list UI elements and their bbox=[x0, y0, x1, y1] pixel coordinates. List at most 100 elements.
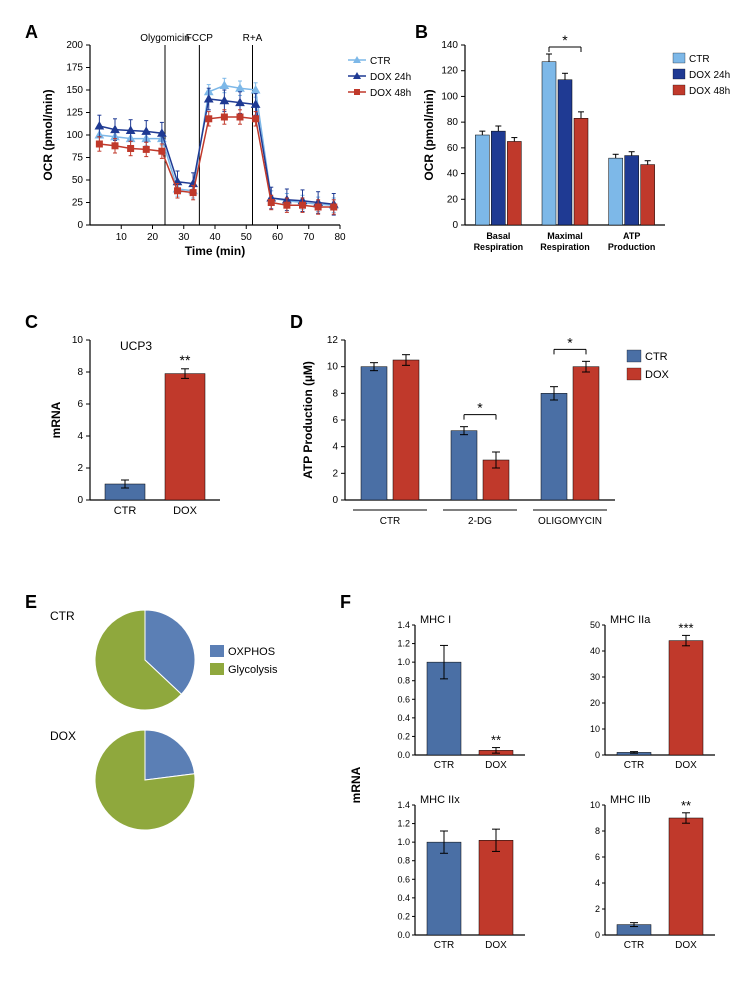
panel-f-chart-title: MHC I bbox=[420, 614, 451, 626]
svg-text:8: 8 bbox=[595, 826, 600, 836]
svg-text:10: 10 bbox=[590, 800, 600, 810]
svg-text:*: * bbox=[562, 32, 568, 48]
panel-f-label: F bbox=[340, 592, 351, 612]
svg-text:2: 2 bbox=[332, 468, 338, 479]
svg-text:2-DG: 2-DG bbox=[468, 516, 492, 527]
svg-text:CTR: CTR bbox=[114, 505, 137, 517]
svg-text:100: 100 bbox=[66, 130, 83, 141]
svg-text:25: 25 bbox=[72, 198, 84, 209]
svg-text:100: 100 bbox=[441, 91, 458, 102]
panel-e-label: E bbox=[25, 592, 37, 612]
svg-text:1.0: 1.0 bbox=[397, 837, 410, 847]
svg-text:CTR: CTR bbox=[50, 609, 75, 623]
svg-text:FCCP: FCCP bbox=[186, 33, 214, 44]
panel-a-xlabel: Time (min) bbox=[185, 244, 245, 258]
svg-text:CTR: CTR bbox=[689, 54, 710, 65]
svg-text:Respiration: Respiration bbox=[540, 242, 590, 252]
svg-text:Basal: Basal bbox=[486, 231, 510, 241]
svg-text:10: 10 bbox=[327, 362, 339, 373]
svg-text:CTR: CTR bbox=[624, 940, 645, 951]
panel-a-label: A bbox=[25, 22, 38, 42]
svg-text:6: 6 bbox=[595, 852, 600, 862]
panel-d-legend: CTR DOX bbox=[627, 350, 670, 381]
svg-text:0: 0 bbox=[595, 930, 600, 940]
svg-text:60: 60 bbox=[272, 232, 284, 243]
panel-a-ylabel: OCR (pmol/min) bbox=[41, 89, 55, 180]
panel-d-label: D bbox=[290, 312, 303, 332]
svg-text:10: 10 bbox=[590, 724, 600, 734]
panel-f-ylabel: mRNA bbox=[349, 766, 363, 803]
panel-a-legend: CTR DOX 24h DOX 48h bbox=[348, 56, 411, 99]
svg-text:40: 40 bbox=[590, 646, 600, 656]
svg-text:Olygomicin: Olygomicin bbox=[140, 33, 189, 44]
panel-e-legend: OXPHOSGlycolysis bbox=[210, 645, 278, 676]
svg-text:75: 75 bbox=[72, 153, 84, 164]
svg-text:DOX 24h: DOX 24h bbox=[689, 70, 730, 81]
panel-f-chart-title: MHC IIb bbox=[610, 794, 650, 806]
svg-text:20: 20 bbox=[147, 232, 159, 243]
svg-text:CTR: CTR bbox=[380, 516, 401, 527]
svg-text:6: 6 bbox=[332, 415, 338, 426]
figure: A02550751001251501752001020304050607080T… bbox=[10, 10, 740, 977]
svg-text:10: 10 bbox=[116, 232, 128, 243]
svg-text:2: 2 bbox=[595, 904, 600, 914]
svg-text:0: 0 bbox=[595, 750, 600, 760]
svg-text:DOX 48h: DOX 48h bbox=[370, 88, 411, 99]
svg-text:CTR: CTR bbox=[624, 760, 645, 771]
svg-text:40: 40 bbox=[209, 232, 221, 243]
svg-text:0.4: 0.4 bbox=[397, 893, 410, 903]
svg-text:DOX: DOX bbox=[173, 505, 198, 517]
svg-text:6: 6 bbox=[77, 399, 83, 410]
svg-text:DOX: DOX bbox=[645, 369, 670, 381]
svg-text:OXPHOS: OXPHOS bbox=[228, 646, 275, 658]
svg-text:CTR: CTR bbox=[434, 760, 455, 771]
svg-text:0: 0 bbox=[332, 495, 338, 506]
panel-c-label: C bbox=[25, 312, 38, 332]
svg-text:Respiration: Respiration bbox=[474, 242, 524, 252]
svg-text:50: 50 bbox=[590, 620, 600, 630]
svg-text:DOX: DOX bbox=[485, 940, 507, 951]
svg-text:20: 20 bbox=[447, 194, 459, 205]
svg-text:30: 30 bbox=[590, 672, 600, 682]
svg-text:0.6: 0.6 bbox=[397, 874, 410, 884]
svg-text:80: 80 bbox=[334, 232, 346, 243]
svg-text:125: 125 bbox=[66, 108, 83, 119]
panel-d-ylabel: ATP Production (µM) bbox=[301, 361, 315, 479]
svg-text:OLIGOMYCIN: OLIGOMYCIN bbox=[538, 516, 602, 527]
panel-b-label: B bbox=[415, 22, 428, 42]
svg-text:1.2: 1.2 bbox=[397, 639, 410, 649]
svg-text:CTR: CTR bbox=[370, 56, 391, 67]
svg-text:Maximal: Maximal bbox=[547, 231, 583, 241]
svg-text:**: ** bbox=[681, 798, 691, 813]
svg-text:4: 4 bbox=[77, 431, 83, 442]
svg-text:ATP: ATP bbox=[623, 231, 640, 241]
svg-text:0.2: 0.2 bbox=[397, 911, 410, 921]
svg-text:4: 4 bbox=[332, 442, 338, 453]
panel-b-legend: CTR DOX 24h DOX 48h bbox=[673, 53, 730, 97]
svg-text:DOX 24h: DOX 24h bbox=[370, 72, 411, 83]
svg-text:12: 12 bbox=[327, 335, 339, 346]
panel-f-chart-title: MHC IIa bbox=[610, 614, 651, 626]
svg-text:70: 70 bbox=[303, 232, 315, 243]
svg-text:20: 20 bbox=[590, 698, 600, 708]
panel-c-title: UCP3 bbox=[120, 339, 152, 353]
svg-text:150: 150 bbox=[66, 85, 83, 96]
svg-text:DOX 48h: DOX 48h bbox=[689, 86, 730, 97]
svg-text:**: ** bbox=[491, 733, 501, 748]
svg-text:DOX: DOX bbox=[675, 760, 697, 771]
svg-text:***: *** bbox=[678, 620, 693, 635]
svg-text:1.0: 1.0 bbox=[397, 657, 410, 667]
svg-text:CTR: CTR bbox=[645, 351, 668, 363]
panel-f-chart-title: MHC IIx bbox=[420, 794, 460, 806]
svg-text:60: 60 bbox=[447, 143, 459, 154]
svg-text:DOX: DOX bbox=[50, 729, 76, 743]
svg-text:175: 175 bbox=[66, 63, 83, 74]
svg-text:2: 2 bbox=[77, 463, 83, 474]
svg-text:0: 0 bbox=[77, 220, 83, 231]
svg-text:0.6: 0.6 bbox=[397, 694, 410, 704]
svg-text:10: 10 bbox=[72, 335, 84, 346]
svg-text:30: 30 bbox=[178, 232, 190, 243]
svg-text:1.4: 1.4 bbox=[397, 620, 410, 630]
svg-text:Production: Production bbox=[608, 242, 656, 252]
svg-text:*: * bbox=[567, 334, 573, 350]
